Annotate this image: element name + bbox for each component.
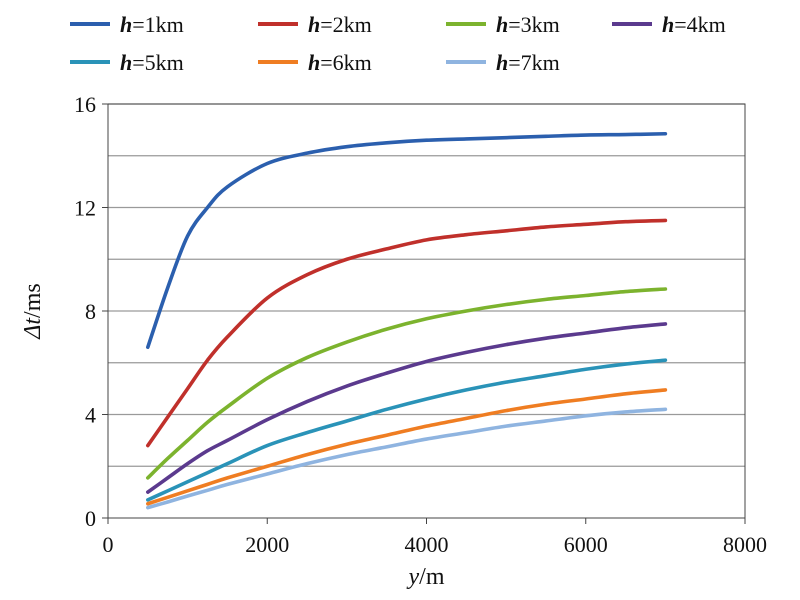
legend-label-var: h	[120, 50, 132, 75]
series-line-h4km	[146, 322, 668, 494]
legend-label-var: h	[308, 12, 320, 37]
x-axis-title-unit: /m	[419, 564, 445, 590]
y-axis-title-var: Δt	[20, 317, 46, 340]
x-axis-title: y/m	[407, 564, 445, 590]
y-tick-label: 16	[74, 92, 96, 117]
y-tick-label: 8	[85, 299, 96, 324]
legend-label-value: =5km	[132, 50, 184, 75]
y-axis-ticks: 0 4 8 12 16	[74, 92, 108, 531]
x-axis-title-var: y	[407, 564, 420, 590]
x-tick-label: 4000	[405, 532, 449, 557]
x-tick-label: 2000	[245, 532, 289, 557]
series-line-h1km	[146, 131, 668, 350]
series-line-h2km	[146, 218, 668, 448]
legend-label-var: h	[308, 50, 320, 75]
y-tick-label: 0	[85, 506, 96, 531]
legend-label: h=5km	[120, 50, 184, 75]
legend-label-value: =6km	[320, 50, 372, 75]
legend-label: h=1km	[120, 12, 184, 37]
x-tick-label: 6000	[564, 532, 608, 557]
y-axis-title: Δt/ms	[20, 283, 46, 339]
series-lines	[146, 131, 668, 510]
x-axis-ticks: 0 2000 4000 6000 8000	[103, 518, 767, 557]
x-tick-label: 0	[103, 532, 114, 557]
legend-label-value: =7km	[508, 50, 560, 75]
legend-label-value: =3km	[508, 12, 560, 37]
legend-label: h=4km	[662, 12, 726, 37]
y-tick-label: 12	[74, 196, 96, 221]
legend-label-var: h	[496, 12, 508, 37]
legend-label-value: =2km	[320, 12, 372, 37]
legend-label-var: h	[662, 12, 674, 37]
legend-label: h=2km	[308, 12, 372, 37]
legend-label: h=3km	[496, 12, 560, 37]
series-line-h7km	[146, 407, 668, 510]
legend-label: h=6km	[308, 50, 372, 75]
legend-label: h=7km	[496, 50, 560, 75]
legend-label-var: h	[496, 50, 508, 75]
series-line-h5km	[146, 358, 668, 502]
series-line-h3km	[146, 287, 668, 480]
legend-label-value: =4km	[674, 12, 726, 37]
x-tick-label: 8000	[723, 532, 767, 557]
legend-label-value: =1km	[132, 12, 184, 37]
series-line-h6km	[146, 388, 668, 506]
y-tick-label: 4	[85, 403, 96, 428]
y-axis-title-unit: /ms	[20, 283, 46, 318]
legend-label-var: h	[120, 12, 132, 37]
